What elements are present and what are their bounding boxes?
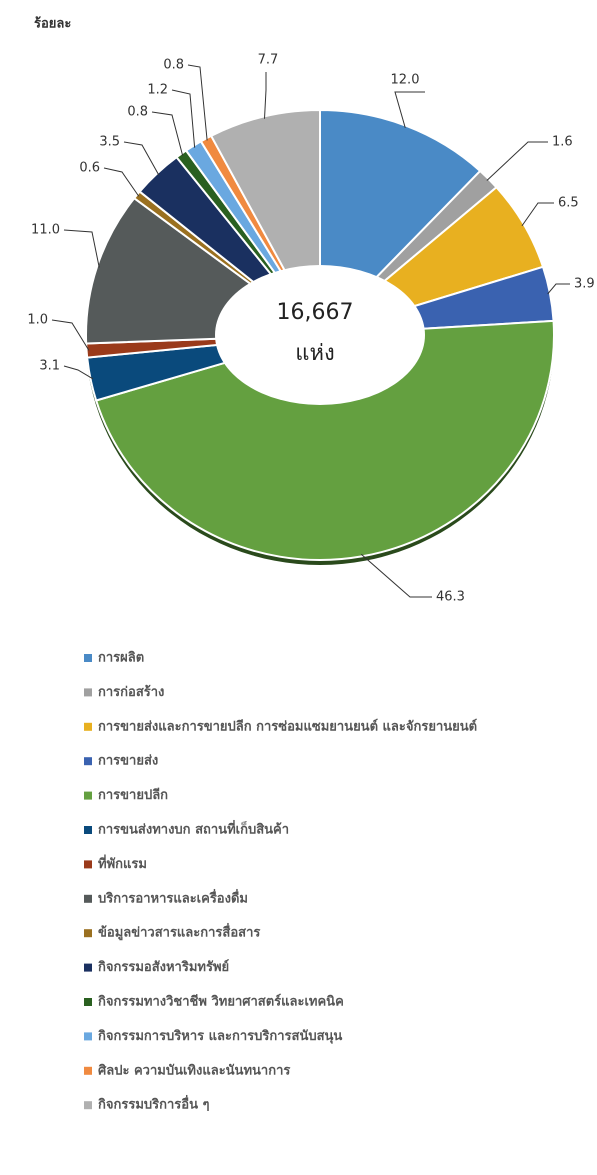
- legend-swatch: [84, 998, 92, 1006]
- legend-swatch: [84, 722, 92, 731]
- legend-swatch: [84, 757, 92, 766]
- leader-line: [151, 111, 184, 156]
- data-label: 12.0: [391, 73, 420, 88]
- legend-label: ข้อมูลข่าวสารและการสื่อสาร: [98, 923, 260, 941]
- leader-line: [521, 202, 554, 227]
- legend-swatch: [84, 826, 92, 834]
- legend-label: บริการอาหารและเครื่องดื่ม: [98, 888, 248, 906]
- leader-line: [63, 229, 100, 268]
- legend-label: การขนส่งทางบก สถานที่เก็บสินค้า: [98, 820, 289, 838]
- data-label: 0.8: [163, 58, 184, 73]
- legend-label: กิจกรรมทางวิชาชีพ วิทยาศาสตร์และเทคนิค: [98, 994, 344, 1010]
- chart-title: ร้อยละ: [34, 16, 71, 32]
- legend-swatch: [84, 1032, 92, 1041]
- legend-label: ศิลปะ ความบันเทิงและนันทนาการ: [98, 1063, 290, 1078]
- data-label: 3.1: [39, 359, 60, 374]
- leader-line: [103, 167, 140, 197]
- legend-swatch: [84, 1101, 92, 1110]
- center-value: 16,667: [277, 300, 354, 325]
- legend-label: กิจกรรมอสังหาริมทรัพย์: [98, 959, 229, 975]
- legend-label: การขายส่งและการขายปลีก การซ่อมแซมยานยนต์…: [98, 718, 477, 734]
- leader-line: [486, 141, 548, 181]
- legend-swatch: [84, 860, 92, 869]
- leader-line: [547, 283, 570, 295]
- data-label: 11.0: [31, 223, 60, 238]
- legend-label: การขายปลีก: [98, 787, 168, 803]
- leader-line: [63, 365, 94, 380]
- legend-label: กิจกรรมบริการอื่น ๆ: [98, 1095, 210, 1113]
- leader-line: [51, 319, 90, 351]
- legend-swatch: [84, 963, 92, 972]
- leader-line: [360, 553, 432, 598]
- center-unit: แห่ง: [295, 341, 334, 366]
- leader-line: [394, 91, 425, 129]
- data-label: 6.5: [558, 196, 579, 211]
- data-label: 3.9: [574, 277, 595, 292]
- legend-swatch: [84, 1066, 92, 1075]
- legend-label: ที่พักแรม: [98, 854, 147, 872]
- leader-line: [123, 141, 160, 176]
- leader-line: [187, 64, 208, 141]
- legend-swatch: [84, 894, 92, 903]
- data-label: 7.7: [258, 53, 279, 68]
- legend-label: กิจกรรมการบริหาร และการบริการสนับสนุน: [98, 1029, 343, 1044]
- legend-label: การก่อสร้าง: [98, 684, 164, 700]
- data-label: 46.3: [436, 590, 465, 605]
- data-label: 0.6: [79, 161, 100, 176]
- leader-line: [171, 89, 196, 148]
- data-label: 1.0: [27, 313, 48, 328]
- data-label: 1.2: [147, 83, 168, 98]
- leader-line: [264, 72, 267, 119]
- legend-label: การขายส่ง: [98, 754, 158, 769]
- data-label: 0.8: [127, 105, 148, 120]
- legend-swatch: [84, 688, 92, 697]
- data-label: 1.6: [552, 135, 573, 150]
- legend-swatch: [84, 654, 92, 662]
- legend-swatch: [84, 791, 92, 800]
- legend-label: การผลิต: [98, 651, 144, 666]
- legend-swatch: [84, 929, 92, 938]
- slice: [94, 319, 555, 561]
- donut-hole: [215, 265, 425, 405]
- data-label: 3.5: [99, 135, 120, 150]
